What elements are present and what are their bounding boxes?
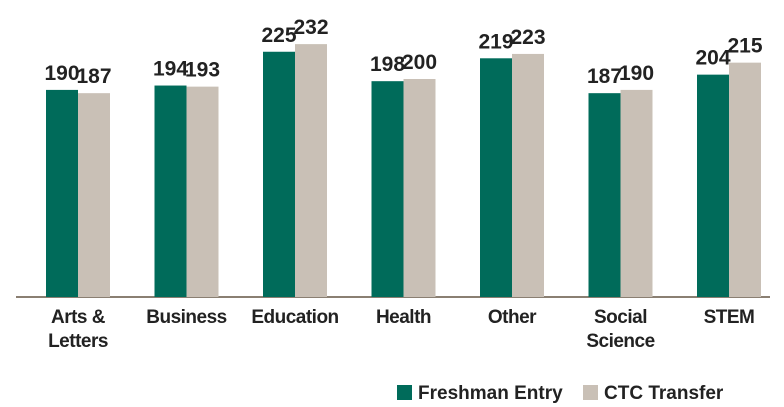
bar	[46, 89, 78, 298]
x-tick-label: STEM	[703, 307, 755, 328]
value-label: 190	[619, 62, 654, 85]
bar	[371, 81, 404, 298]
bar	[620, 89, 653, 298]
legend-swatch	[397, 385, 412, 400]
value-label: 232	[293, 16, 328, 39]
bar	[480, 58, 512, 297]
value-label: 219	[478, 30, 513, 53]
bar	[263, 51, 295, 297]
bar	[697, 74, 729, 297]
value-label: 200	[402, 51, 437, 74]
value-label: 190	[44, 62, 79, 85]
value-label: 193	[185, 59, 220, 82]
value-label: 198	[370, 53, 405, 76]
x-tick-label: Other	[487, 307, 537, 328]
bar	[403, 79, 436, 297]
bar	[512, 53, 544, 298]
x-tick-label: Arts & Letters	[48, 307, 108, 352]
bar	[78, 93, 110, 297]
bar	[295, 44, 327, 298]
x-tick-label: Education	[251, 307, 339, 328]
x-tick-label: Business	[146, 307, 227, 328]
value-label: 187	[76, 65, 111, 88]
x-tick-label: Social Science	[586, 307, 655, 352]
legend-label: CTC Transfer	[604, 383, 724, 404]
legend-swatch	[583, 385, 598, 400]
value-label: 225	[261, 24, 296, 47]
value-label: 204	[695, 47, 730, 70]
value-label: 187	[587, 65, 622, 88]
legend-label: Freshman Entry	[418, 383, 563, 404]
value-label: 194	[153, 58, 188, 81]
value-label: 215	[727, 35, 762, 58]
bar	[588, 93, 621, 297]
bar	[154, 85, 187, 297]
bar	[729, 62, 761, 298]
value-label: 223	[510, 26, 545, 49]
x-tick-label: Health	[375, 307, 432, 328]
bar	[186, 86, 219, 297]
